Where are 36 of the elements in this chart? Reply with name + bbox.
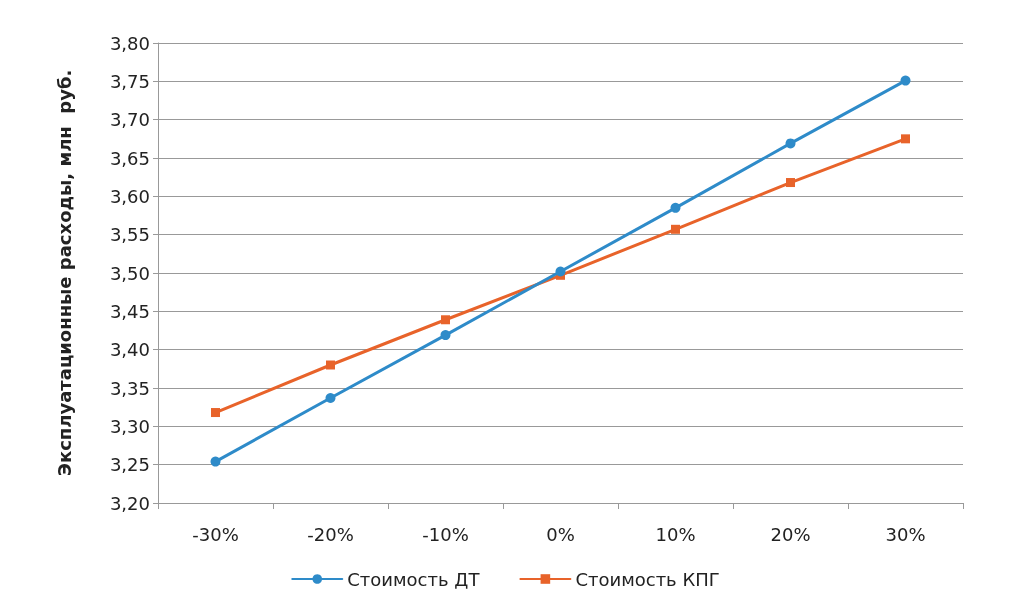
y-tick-label: 3,40 [109, 339, 150, 361]
x-tick-label: -20% [307, 523, 354, 545]
y-tick-label: 3,75 [109, 70, 150, 92]
x-tick-label: 30% [885, 523, 926, 545]
point [786, 178, 795, 188]
point [900, 75, 911, 86]
y-tick-label: 3,30 [109, 415, 150, 437]
y-tick-label: 3,65 [109, 147, 150, 169]
legend-label: Стоимость ДТ [347, 568, 481, 590]
point [901, 134, 910, 144]
x-tick-label: -30% [192, 523, 239, 545]
y-tick-label: 3,20 [109, 492, 150, 514]
y-tick-label: 3,25 [109, 454, 150, 476]
point [671, 224, 680, 234]
x-tick-label: -10% [422, 523, 469, 545]
y-tick-label: 3,60 [109, 185, 150, 207]
point [555, 266, 566, 277]
y-tick-label: 3,55 [109, 224, 150, 246]
point [210, 456, 221, 467]
x-tick-label: 0% [546, 523, 575, 545]
y-tick-label: 3,70 [109, 109, 150, 131]
y-tick-label: 3,45 [109, 300, 150, 322]
point [441, 315, 450, 325]
y-tick-label: 3,50 [109, 262, 150, 284]
x-tick-label: 10% [655, 523, 696, 545]
point [440, 330, 451, 341]
point [326, 360, 335, 370]
y-tick-label: 3,80 [109, 32, 150, 54]
x-tick-label: 20% [770, 523, 811, 545]
point [785, 138, 796, 149]
y-tick-label: 3,35 [109, 377, 150, 399]
point [670, 202, 681, 213]
legend-label: Стоимость КПГ [575, 568, 720, 590]
y-axis-title: Эксплуатационные расходы, млн руб. [53, 69, 75, 477]
point [211, 408, 220, 418]
point [325, 392, 336, 403]
